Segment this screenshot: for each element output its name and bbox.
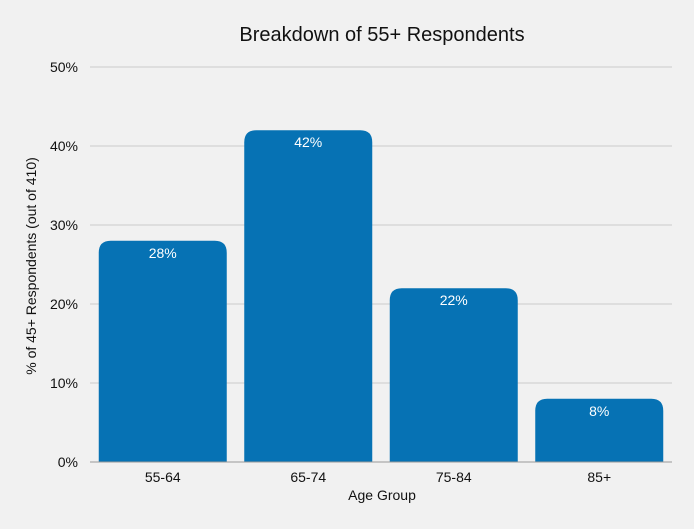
data-label: 42% [294, 134, 322, 150]
data-label: 22% [440, 292, 468, 308]
bar-65-74 [244, 130, 373, 462]
bar-85+ [535, 398, 664, 462]
x-tick-label: 75-84 [436, 469, 472, 485]
y-tick-label: 20% [50, 296, 78, 312]
y-tick-label: 10% [50, 375, 78, 391]
y-axis-ticks: 0% 10% 20% 30% 40% 50% [50, 59, 78, 470]
data-labels: 28% 42% 22% 8% [149, 134, 610, 419]
y-tick-label: 30% [50, 217, 78, 233]
bar-55-64 [98, 240, 227, 462]
x-axis-ticks: 55-64 65-74 75-84 85+ [145, 469, 611, 485]
y-tick-label: 50% [50, 59, 78, 75]
data-label: 28% [149, 245, 177, 261]
bars [98, 130, 664, 462]
x-tick-label: 55-64 [145, 469, 181, 485]
x-tick-label: 65-74 [290, 469, 326, 485]
chart-title: Breakdown of 55+ Respondents [239, 24, 524, 46]
bar-75-84 [389, 288, 518, 462]
x-axis-label: Age Group [348, 487, 416, 503]
y-axis-label: % of 45+ Respondents (out of 410) [23, 157, 39, 375]
data-label: 8% [589, 403, 609, 419]
y-tick-label: 0% [58, 454, 78, 470]
x-tick-label: 85+ [587, 469, 611, 485]
y-tick-label: 40% [50, 138, 78, 154]
